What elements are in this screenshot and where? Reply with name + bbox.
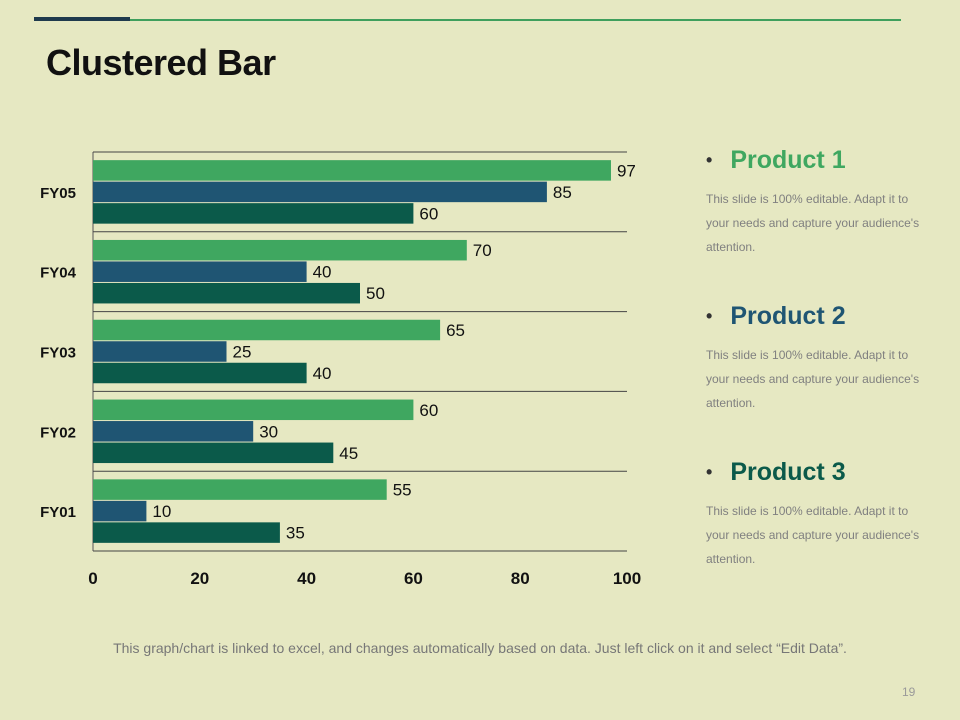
category-label: FY04 (40, 265, 77, 282)
bullet-icon: • (706, 306, 713, 326)
legend-description: This slide is 100% editable. Adapt it to… (706, 504, 920, 566)
bullet-icon: • (706, 462, 713, 482)
top-accent-line (130, 19, 901, 21)
legend-title: Product 3 (730, 458, 846, 486)
bar-product-2-fy01 (93, 500, 147, 522)
x-tick-label: 0 (88, 569, 97, 588)
category-label: FY05 (40, 185, 76, 202)
footer-note: This graph/chart is linked to excel, and… (113, 640, 847, 656)
x-tick-label: 60 (404, 569, 423, 588)
bar-product-1-fy05 (93, 160, 611, 181)
data-label: 40 (313, 263, 332, 282)
x-tick-label: 20 (190, 569, 209, 588)
legend-item-product-3: • Product 3 This slide is 100% editable.… (706, 458, 926, 571)
page-number: 19 (902, 685, 916, 699)
data-label: 50 (366, 284, 385, 303)
data-label: 25 (233, 343, 252, 362)
data-label: 60 (419, 204, 438, 223)
category-label: FY03 (40, 345, 76, 362)
legend-title: Product 2 (730, 302, 846, 330)
x-tick-label: 40 (297, 569, 316, 588)
data-label: 97 (617, 161, 636, 180)
bar-product-1-fy03 (93, 319, 441, 341)
slide-title: Clustered Bar (46, 42, 276, 83)
bullet-icon: • (706, 150, 713, 170)
legend-item-product-1: • Product 1 This slide is 100% editable.… (706, 146, 926, 259)
data-label: 60 (419, 401, 438, 420)
data-label: 10 (152, 502, 171, 521)
data-label: 65 (446, 321, 465, 340)
bar-product-3-fy03 (93, 362, 307, 384)
bar-product-1-fy01 (93, 479, 387, 500)
bar-product-3-fy02 (93, 442, 334, 464)
data-label: 85 (553, 183, 572, 202)
bar-product-3-fy04 (93, 282, 360, 304)
category-label: FY02 (40, 424, 76, 441)
legend-description: This slide is 100% editable. Adapt it to… (706, 348, 920, 410)
bar-product-3-fy01 (93, 522, 280, 543)
data-label: 55 (393, 481, 412, 500)
bar-product-3-fy05 (93, 203, 414, 224)
bar-product-1-fy04 (93, 239, 467, 261)
bar-product-2-fy03 (93, 341, 227, 362)
x-tick-label: 100 (613, 569, 641, 588)
category-label: FY01 (40, 504, 76, 521)
legend-item-product-2: • Product 2 This slide is 100% editable.… (706, 302, 926, 415)
legend-description: This slide is 100% editable. Adapt it to… (706, 192, 920, 254)
top-accent-dark (34, 17, 130, 21)
bar-product-2-fy05 (93, 181, 547, 203)
data-label: 45 (339, 444, 358, 463)
data-label: 30 (259, 422, 278, 441)
data-label: 70 (473, 241, 492, 260)
legend-title: Product 1 (730, 146, 846, 174)
bar-product-2-fy02 (93, 421, 254, 442)
x-tick-label: 80 (511, 569, 530, 588)
data-label: 35 (286, 524, 305, 543)
bar-product-2-fy04 (93, 261, 307, 282)
bar-product-1-fy02 (93, 399, 414, 421)
data-label: 40 (313, 364, 332, 383)
